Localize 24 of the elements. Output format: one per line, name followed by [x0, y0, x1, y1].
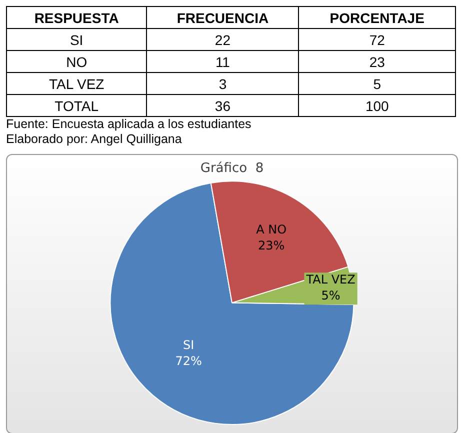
text: PORCENTAJE [298, 6, 456, 28]
data-label: 5 [298, 72, 456, 94]
data-label: 72% [175, 354, 202, 368]
data-label: 3 [146, 72, 299, 94]
data-label: 36 [146, 94, 299, 116]
slice-label: SI [183, 338, 194, 352]
chart-title: Gráfico 8 [200, 161, 264, 176]
text: Elaborado por: Angel Quilligana [6, 132, 183, 147]
slice-label: A NO [256, 222, 287, 237]
data-label: 11 [146, 50, 299, 72]
data-label: 23 [298, 50, 456, 72]
data-label: 100 [298, 94, 456, 116]
slice-label: TAL VEZ [305, 272, 356, 287]
source-note: Fuente: Encuesta aplicada a los estudiantes [6, 117, 252, 132]
category-label: SI [6, 28, 147, 50]
text: RESPUESTA [6, 6, 147, 28]
data-label: 5% [321, 288, 340, 303]
text: FRECUENCIA [146, 6, 299, 28]
category-label: TAL VEZ [6, 72, 147, 94]
data-label: 22 [146, 28, 299, 50]
data-label: 72 [298, 28, 456, 50]
category-label: NO [6, 50, 147, 72]
category-label: TOTAL [6, 94, 147, 116]
data-label: 23% [258, 238, 285, 253]
